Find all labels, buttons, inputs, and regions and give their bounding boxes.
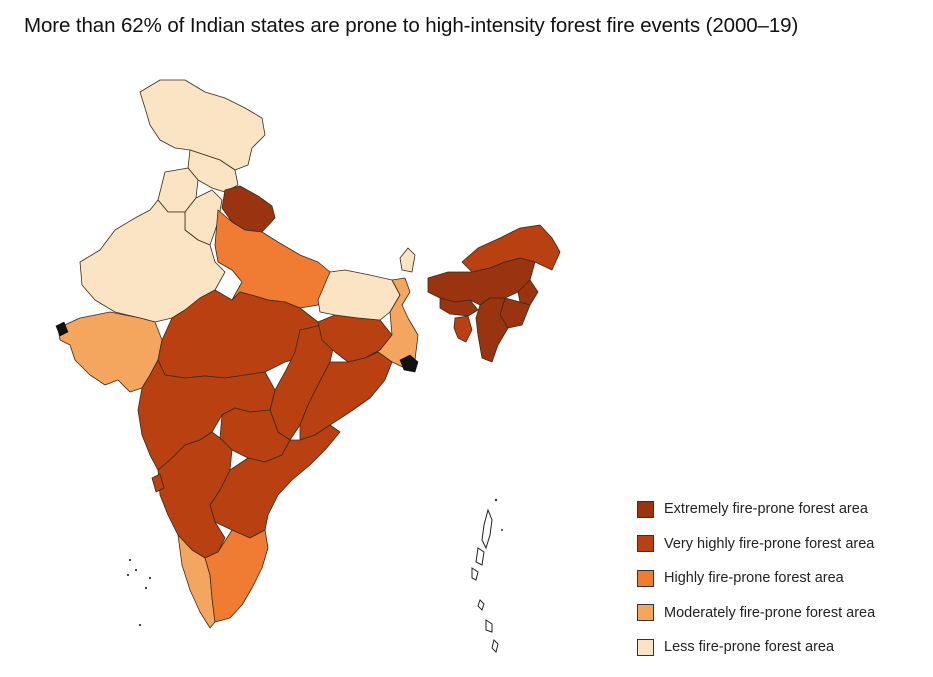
region-goa <box>151 473 165 493</box>
region-tripura <box>453 315 473 343</box>
region-kutch-tip <box>55 321 69 337</box>
legend-item: Less fire-prone forest area <box>637 636 875 658</box>
legend-label: Very highly fire-prone forest area <box>664 535 875 552</box>
legend-swatch <box>637 569 654 587</box>
legend: Extremely fire-prone forest area Very hi… <box>637 498 875 671</box>
legend-label: Extremely fire-prone forest area <box>664 501 868 517</box>
legend-swatch <box>637 604 654 621</box>
region-west-bengal <box>364 277 419 369</box>
region-sikkim <box>399 247 416 273</box>
legend-item: Very highly fire-prone forest area <box>637 533 875 555</box>
region-bihar <box>317 269 401 321</box>
region-gujarat <box>57 311 163 393</box>
legend-swatch <box>637 500 654 518</box>
region-nagaland <box>517 279 539 306</box>
legend-swatch <box>637 638 654 656</box>
region-odisha <box>299 351 393 441</box>
region-tamil-nadu <box>204 529 269 623</box>
region-meghalaya <box>439 297 479 317</box>
region-uttar-pradesh <box>214 209 331 309</box>
legend-label: Highly fire-prone forest area <box>664 570 844 586</box>
region-sundarbans <box>399 354 419 373</box>
legend-item: Moderately fire-prone forest area <box>637 602 875 624</box>
legend-label: Moderately fire-prone forest area <box>664 604 876 621</box>
lakshadweep-islands <box>126 558 152 627</box>
legend-label: Less fire-prone forest area <box>664 639 835 655</box>
legend-item: Highly fire-prone forest area <box>637 567 875 589</box>
legend-swatch <box>637 535 654 552</box>
region-jammu-kashmir <box>139 79 266 171</box>
legend-item: Extremely fire-prone forest area <box>637 498 875 520</box>
andaman-nicobar-islands <box>471 498 503 653</box>
chart-title: More than 62% of Indian states are prone… <box>24 14 799 37</box>
region-mizoram <box>475 297 509 363</box>
region-uttarakhand <box>221 185 276 233</box>
